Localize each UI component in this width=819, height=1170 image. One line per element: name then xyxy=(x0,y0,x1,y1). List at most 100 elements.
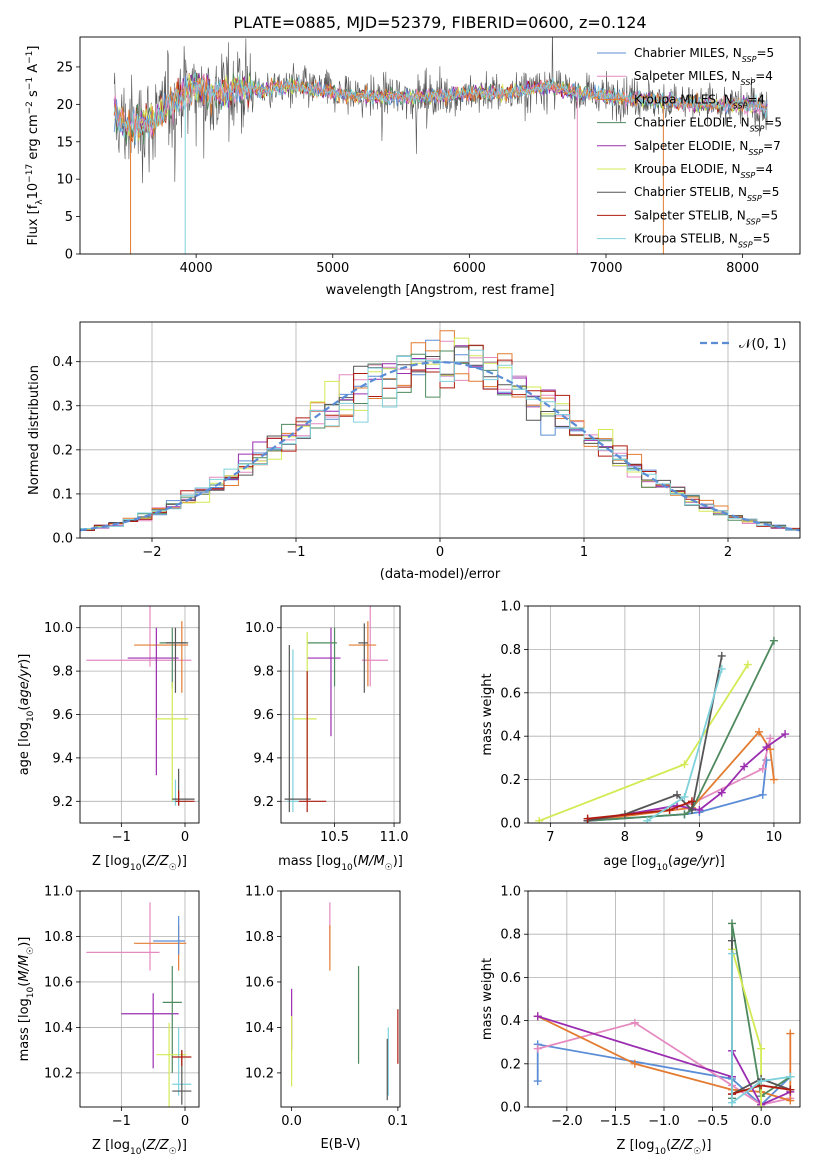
y-tick-label: 0.2 xyxy=(52,443,73,458)
weight-series xyxy=(587,733,786,822)
label-part: Z [log xyxy=(617,1138,655,1153)
x-tick-label: −1 xyxy=(112,830,131,845)
weight-marker xyxy=(781,730,790,739)
weight-series xyxy=(587,760,768,822)
label-part: 10 xyxy=(341,863,353,873)
weight-marker xyxy=(687,797,696,806)
weight-marker xyxy=(757,1077,766,1086)
weight-marker xyxy=(717,788,726,797)
y-tick-label: 0.8 xyxy=(500,928,521,943)
weight-marker xyxy=(717,664,726,673)
weight-marker xyxy=(643,816,652,823)
spectrum-line xyxy=(113,37,768,184)
weight-marker xyxy=(786,1072,795,1081)
weight-marker xyxy=(755,727,764,736)
legend-text: Salpeter ELODIE, N xyxy=(634,139,748,153)
legend-sub: SSP xyxy=(742,55,757,64)
weight-marker xyxy=(533,1044,542,1053)
y-tick-label: 10.4 xyxy=(245,1021,274,1036)
y-tick-label: 10.2 xyxy=(245,1066,274,1081)
x-tick-label: −1.5 xyxy=(600,1114,632,1129)
label-part: Z/Z xyxy=(146,1138,170,1153)
y-axis-label: Flux [fλ10−17 erg cm−2 s−1 A−1] xyxy=(25,46,45,246)
x-axis-label: (data-model)/error xyxy=(380,567,501,582)
panel-residuals: −2 −1 0 1 2 0.0 0.1 0.2 0.3 0.4 (data-model)/error… xyxy=(27,321,801,582)
legend-entry: Salpeter MILES, NSSP=4 xyxy=(634,69,773,87)
weight-marker xyxy=(762,743,771,752)
y-tick-label: 0 xyxy=(65,248,73,263)
x-tick-label: 4000 xyxy=(180,261,213,276)
y-tick-label: 0.3 xyxy=(52,399,73,414)
plot-area xyxy=(86,902,192,1107)
legend-tail: =5 xyxy=(753,232,771,246)
label-part: 10 xyxy=(130,1147,142,1157)
weight-series xyxy=(731,953,791,1105)
y-axis-label: mass weight xyxy=(480,958,495,1040)
y-tick-label: 0.0 xyxy=(500,817,521,832)
label-part: ☉ xyxy=(385,863,393,873)
x-tick-label: 11.0 xyxy=(380,830,409,845)
label-part: M/M xyxy=(17,955,32,982)
plot-area xyxy=(535,636,790,823)
weight-marker xyxy=(687,805,696,814)
x-tick-label: 0 xyxy=(436,545,444,560)
weight-marker xyxy=(786,1029,795,1038)
label-part: ( xyxy=(668,854,673,869)
x-axis-label: wavelength [Angstrom, rest frame] xyxy=(326,283,555,298)
y-tick-label: 10.8 xyxy=(44,930,73,945)
label-part: Z [log xyxy=(92,1138,130,1153)
weight-marker xyxy=(728,1098,736,1107)
x-tick-label: −2 xyxy=(142,545,161,560)
weight-marker xyxy=(786,1085,795,1094)
y-tick-label: 11.0 xyxy=(245,885,274,900)
label-part: ( xyxy=(17,982,32,987)
x-axis-label: Z [log10(Z/Z☉)] xyxy=(92,1138,187,1157)
legend-entry: Kroupa ELODIE, NSSP=4 xyxy=(634,162,773,180)
legend-tail: =5 xyxy=(764,116,782,130)
spectrum-line xyxy=(113,71,768,143)
label-part: λ xyxy=(35,199,45,205)
panel-weight_vs_Z: −2.0 −1.5 −1.0 −0.5 0.0 0.0 0.2 0.4 0.6 0.8 1.0 Z [… xyxy=(480,885,801,1157)
y-tick-label: 1.0 xyxy=(500,600,521,615)
label-part: 10 xyxy=(130,863,142,873)
weight-marker xyxy=(728,949,736,958)
weight-marker xyxy=(630,1018,639,1027)
legend-sub: SSP xyxy=(733,101,748,110)
weight-marker xyxy=(535,816,544,823)
legend-sub: SSP xyxy=(741,78,756,87)
weight-marker xyxy=(728,919,736,928)
axes-frame xyxy=(79,890,200,1108)
axes-frame xyxy=(79,36,801,255)
y-tick-label: 10.0 xyxy=(245,621,274,636)
x-tick-label: 0.0 xyxy=(751,1114,772,1129)
label-part: 10 xyxy=(26,183,41,200)
plot-area xyxy=(533,919,795,1107)
y-tick-label: 11.0 xyxy=(44,885,73,900)
y-tick-label: 25 xyxy=(56,60,73,75)
x-tick-label: 0.1 xyxy=(388,1114,409,1129)
plot-area xyxy=(80,330,800,533)
plot-area xyxy=(284,606,389,813)
weight-marker xyxy=(728,936,736,945)
legend-entry: 𝒩(0, 1) xyxy=(739,337,786,352)
x-tick-label: 0.0 xyxy=(281,1114,302,1129)
axes-frame xyxy=(79,605,200,824)
label-part: erg cm xyxy=(26,114,41,163)
y-tick-label: 0.4 xyxy=(500,730,521,745)
y-tick-label: 9.2 xyxy=(253,795,274,810)
legend-text: Chabrier STELIB, N xyxy=(634,185,747,199)
y-tick-label: 9.2 xyxy=(52,795,73,810)
x-axis-label: Z [log10(Z/Z☉)] xyxy=(617,1138,712,1157)
weight-marker xyxy=(762,756,771,765)
label-part: )] xyxy=(393,854,403,869)
y-axis-label: Normed distribution xyxy=(27,365,42,495)
label-part: ( xyxy=(666,1138,671,1153)
legend-text: Salpeter STELIB, N xyxy=(634,208,746,222)
y-tick-label: 9.4 xyxy=(253,751,274,766)
x-tick-label: 9 xyxy=(695,830,703,845)
label-part: )] xyxy=(17,937,32,947)
label-part: mass [log xyxy=(278,854,341,869)
x-tick-label: −0.5 xyxy=(697,1114,729,1129)
